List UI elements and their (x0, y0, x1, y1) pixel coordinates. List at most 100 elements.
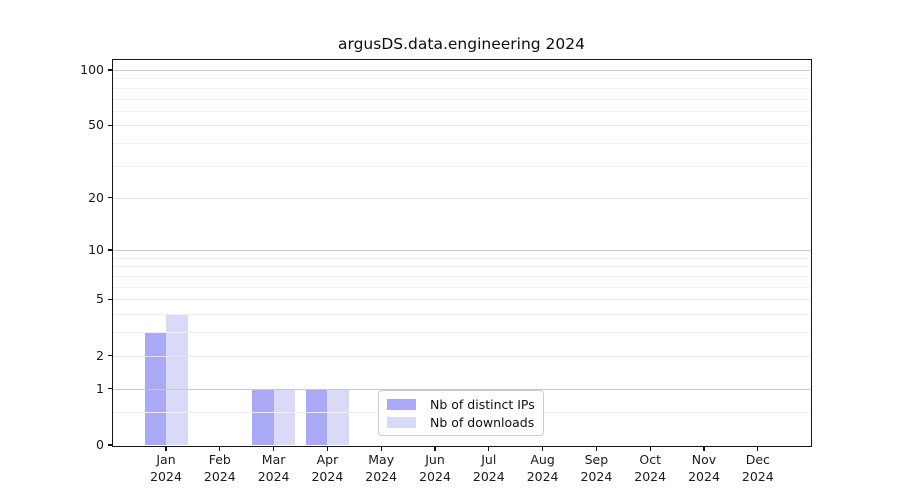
y-axis-tick (107, 355, 112, 357)
y-gridline-minor (113, 78, 810, 80)
x-axis-tick (326, 446, 329, 451)
bar-downloads (327, 388, 349, 445)
y-axis-tick (107, 196, 112, 199)
x-tick-month: Jul (481, 452, 497, 467)
y-gridline-minor (113, 266, 810, 268)
y-gridline (113, 197, 810, 199)
x-tick-year: 2024 (365, 469, 398, 484)
x-axis-tick (380, 446, 382, 451)
y-tick-label: 2 (96, 347, 104, 363)
x-tick-year: 2024 (472, 469, 505, 484)
x-tick-year: 2024 (580, 469, 613, 484)
y-gridline-minor (113, 257, 810, 259)
y-gridline-minor (113, 110, 810, 112)
y-gridline (113, 355, 810, 357)
legend-swatch-distinct-ips (387, 398, 416, 410)
x-tick-month: Dec (745, 452, 770, 467)
legend: Nb of distinct IPs Nb of downloads (378, 390, 544, 436)
y-gridline (113, 69, 810, 71)
x-axis-tick (488, 446, 490, 451)
y-gridline (113, 388, 810, 390)
x-tick-year: 2024 (634, 469, 667, 484)
legend-item-distinct-ips: Nb of distinct IPs (387, 397, 539, 412)
y-axis-tick (107, 124, 112, 127)
x-tick-month: Nov (691, 452, 717, 467)
x-tick-label: Oct 2024 (618, 451, 682, 485)
y-gridline-minor (113, 314, 810, 316)
x-tick-label: Jul 2024 (457, 451, 521, 485)
y-gridline-minor (113, 276, 810, 277)
x-tick-month: Feb (208, 452, 231, 467)
legend-item-downloads: Nb of downloads (387, 415, 539, 430)
x-axis-tick (165, 446, 167, 451)
x-tick-month: Jun (425, 452, 445, 467)
x-axis-tick (272, 446, 275, 451)
x-tick-label: Nov 2024 (672, 451, 736, 485)
x-tick-month: Mar (261, 452, 286, 467)
y-gridline (113, 125, 810, 127)
x-tick-label: Aug 2024 (511, 451, 575, 485)
x-tick-label: Mar 2024 (242, 451, 306, 485)
bar-distinct-ips (305, 388, 328, 445)
y-axis-tick (107, 298, 112, 301)
y-axis-tick (107, 388, 112, 390)
x-tick-month: May (368, 452, 395, 467)
y-gridline-minor (113, 286, 810, 288)
y-axis-tick (107, 249, 112, 251)
x-tick-month: Aug (530, 452, 555, 467)
x-tick-label: Sep 2024 (564, 451, 628, 485)
bar-distinct-ips (144, 332, 166, 445)
x-tick-label: Jan 2024 (134, 451, 198, 485)
x-axis-tick (595, 446, 598, 451)
x-tick-label: Feb 2024 (188, 451, 252, 485)
y-gridline-minor (113, 98, 810, 100)
x-tick-year: 2024 (257, 469, 290, 484)
x-tick-label: Apr 2024 (295, 451, 359, 485)
y-gridline-minor (113, 332, 810, 334)
y-axis-tick (107, 69, 112, 71)
x-axis-tick (757, 446, 759, 451)
x-axis-tick (434, 446, 436, 451)
y-tick-label: 100 (80, 61, 104, 77)
x-axis-tick (703, 446, 705, 451)
legend-label-distinct-ips: Nb of distinct IPs (430, 396, 535, 412)
x-tick-year: 2024 (526, 469, 559, 484)
bar-downloads (273, 388, 296, 445)
x-axis-tick (219, 446, 221, 451)
x-tick-year: 2024 (688, 469, 720, 484)
legend-swatch-downloads (387, 416, 416, 428)
y-gridline-minor (113, 165, 810, 167)
bar-distinct-ips (252, 388, 274, 445)
x-tick-year: 2024 (311, 469, 344, 484)
y-gridline-minor (113, 143, 810, 145)
x-tick-month: Apr (316, 452, 339, 467)
y-gridline (113, 250, 810, 252)
x-tick-month: Jan (156, 452, 176, 467)
y-tick-label: 10 (88, 242, 104, 258)
x-tick-year: 2024 (150, 469, 182, 484)
y-tick-label: 50 (88, 117, 104, 133)
x-tick-label: May 2024 (349, 451, 413, 485)
x-tick-year: 2024 (741, 469, 774, 484)
y-tick-label: 0 (96, 437, 104, 452)
legend-label-downloads: Nb of downloads (430, 414, 535, 430)
x-tick-year: 2024 (419, 469, 451, 484)
x-tick-year: 2024 (203, 469, 236, 484)
x-axis-tick (541, 446, 544, 451)
y-tick-label: 5 (96, 291, 104, 307)
x-tick-month: Sep (584, 452, 609, 467)
y-tick-label: 20 (88, 189, 104, 205)
x-tick-label: Dec 2024 (726, 451, 790, 485)
x-tick-month: Oct (639, 452, 661, 467)
chart-title: argusDS.data.engineering 2024 (338, 35, 585, 53)
y-gridline (113, 299, 810, 301)
x-tick-label: Jun 2024 (403, 451, 467, 485)
x-axis-tick (649, 446, 651, 451)
y-axis-tick (107, 444, 112, 446)
y-gridline-minor (113, 87, 810, 89)
y-tick-label: 1 (96, 380, 104, 396)
